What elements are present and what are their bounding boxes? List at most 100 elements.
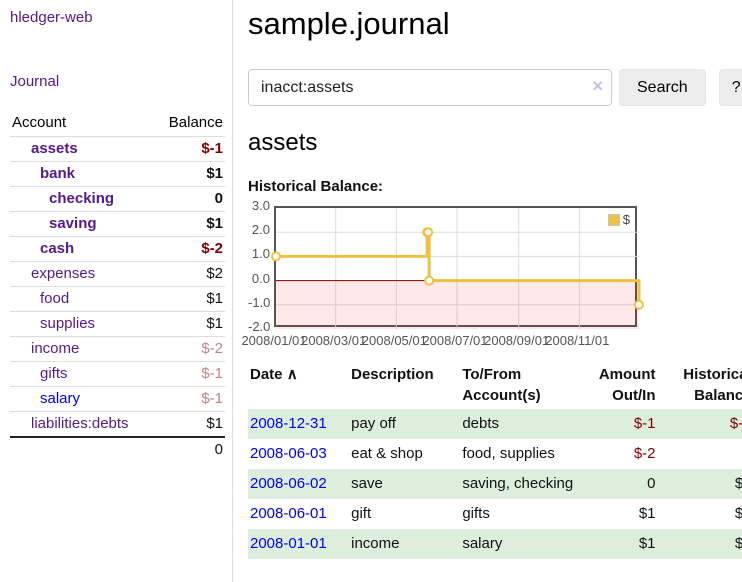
nav-journal-link[interactable]: Journal [10, 73, 225, 90]
y-axis-tick-label: 3.0 [248, 199, 270, 213]
accounts-total-row: 0 [10, 437, 225, 462]
register-header-balance: Historical Balance [658, 361, 742, 409]
account-row: bank$1 [10, 162, 225, 187]
account-balance: $-2 [154, 337, 225, 362]
transaction-date-cell: 2008-12-31 [248, 409, 349, 439]
transaction-date-link[interactable]: 2008-06-02 [250, 475, 327, 492]
transaction-date-link[interactable]: 2008-06-01 [250, 505, 327, 522]
transaction-date-link[interactable]: 2008-06-03 [250, 445, 327, 462]
sidebar-account-link[interactable]: saving [49, 215, 97, 232]
chart-canvas [276, 208, 639, 329]
register-header-date[interactable]: Date ∧ [248, 361, 349, 409]
transaction-date-cell: 2008-06-01 [248, 499, 349, 529]
sidebar-account-link[interactable]: assets [31, 140, 78, 157]
main-content: sample.journal × Search ? assets Histori… [233, 0, 742, 582]
sidebar-account-link[interactable]: checking [49, 190, 114, 207]
historical-balance-chart[interactable]: $3.02.01.00.0-1.0-2.02008/01/012008/03/0… [248, 201, 644, 347]
account-cell: cash [10, 237, 154, 262]
transaction-balance: $2 [658, 499, 742, 529]
sidebar-account-link[interactable]: gifts [40, 365, 68, 382]
account-cell: food [10, 287, 154, 312]
register-table: Date ∧ Description To/From Account(s) Am… [248, 361, 742, 559]
account-heading: assets [248, 129, 742, 157]
search-input[interactable] [248, 69, 612, 106]
search-box: × [248, 69, 612, 106]
account-cell: bank [10, 162, 154, 187]
account-row: saving $1 [10, 212, 225, 237]
x-axis-tick-label: 2008/09/01 [483, 334, 551, 348]
account-cell: salary [10, 387, 154, 412]
chart-legend: $ [605, 210, 633, 229]
account-balance: $-2 [154, 237, 225, 262]
account-balance: $-1 [154, 387, 225, 412]
account-cell: saving [10, 212, 154, 237]
transaction-row: 2008-12-31pay offdebts$-1$-1 [248, 409, 742, 439]
account-balance: $1 [154, 212, 225, 237]
account-row: expenses$2 [10, 262, 225, 287]
account-row: gifts $-1 [10, 362, 225, 387]
accounts-header-account: Account [10, 111, 154, 137]
y-axis-tick-label: -1.0 [248, 296, 270, 310]
chart-title: Historical Balance: [248, 178, 742, 195]
account-balance: 0 [154, 187, 225, 212]
accounts-total-spacer [10, 437, 154, 462]
account-row: cash $-2 [10, 237, 225, 262]
account-cell: assets [10, 137, 154, 162]
page-title: sample.journal [248, 5, 742, 43]
account-cell: income [10, 337, 154, 362]
account-row: salary $-1 [10, 387, 225, 412]
transaction-balance: $1 [658, 529, 742, 559]
register-header-amount: Amount Out/In [577, 361, 658, 409]
account-balance: $-1 [154, 362, 225, 387]
transaction-description: income [349, 529, 460, 559]
transaction-amount: $-1 [577, 409, 658, 439]
search-button[interactable]: Search [619, 69, 706, 106]
account-cell: supplies [10, 312, 154, 337]
transaction-description: pay off [349, 409, 460, 439]
app-title-link[interactable]: hledger-web [10, 9, 225, 26]
transaction-date-link[interactable]: 2008-01-01 [250, 535, 327, 552]
account-balance: $-1 [154, 137, 225, 162]
account-row: supplies$1 [10, 312, 225, 337]
transaction-date-link[interactable]: 2008-12-31 [250, 415, 327, 432]
transaction-row: 2008-01-01incomesalary$1$1 [248, 529, 742, 559]
transaction-accounts: food, supplies [460, 439, 576, 469]
y-axis-tick-label: 1.0 [248, 247, 270, 261]
sidebar-account-link[interactable]: expenses [31, 265, 95, 282]
transaction-accounts: debts [460, 409, 576, 439]
account-row: income $-2 [10, 337, 225, 362]
y-axis-tick-label: 0.0 [248, 272, 270, 286]
register-header-row: Date ∧ Description To/From Account(s) Am… [248, 361, 742, 409]
chart-plot-area[interactable]: $ [274, 206, 637, 327]
sidebar-account-link[interactable]: bank [40, 165, 75, 182]
clear-search-icon[interactable]: × [592, 76, 603, 97]
sidebar: hledger-web Journal Account Balance asse… [0, 0, 233, 582]
sidebar-account-link[interactable]: cash [40, 240, 74, 257]
x-axis-tick-label: 2008/11/01 [543, 334, 611, 348]
legend-swatch-icon [608, 214, 620, 226]
transaction-date-cell: 2008-06-02 [248, 469, 349, 499]
sidebar-account-link[interactable]: food [40, 290, 69, 307]
help-button[interactable]: ? [719, 69, 742, 106]
x-axis-tick-label: 2008/05/01 [360, 334, 428, 348]
account-row: checking 0 [10, 187, 225, 212]
sidebar-account-link[interactable]: supplies [40, 315, 95, 332]
sidebar-account-link[interactable]: salary [40, 390, 80, 407]
transaction-row: 2008-06-03eat & shopfood, supplies$-20 [248, 439, 742, 469]
x-axis-tick-label: 2008/03/01 [300, 334, 368, 348]
account-row: liabilities:debts $1 [10, 412, 225, 438]
account-cell: liabilities:debts [10, 412, 154, 438]
transaction-amount: 0 [577, 469, 658, 499]
account-row: assets $-1 [10, 137, 225, 162]
transaction-accounts: gifts [460, 499, 576, 529]
sidebar-account-link[interactable]: income [31, 340, 79, 357]
account-row: food$1 [10, 287, 225, 312]
transaction-balance: 0 [658, 439, 742, 469]
x-axis-tick-label: 2008/07/01 [421, 334, 489, 348]
account-balance: $1 [154, 412, 225, 438]
account-cell: checking [10, 187, 154, 212]
sidebar-account-link[interactable]: liabilities:debts [31, 415, 129, 432]
hledger-web-app: hledger-web Journal Account Balance asse… [0, 0, 742, 582]
legend-label: $ [623, 212, 630, 227]
transaction-amount: $-2 [577, 439, 658, 469]
